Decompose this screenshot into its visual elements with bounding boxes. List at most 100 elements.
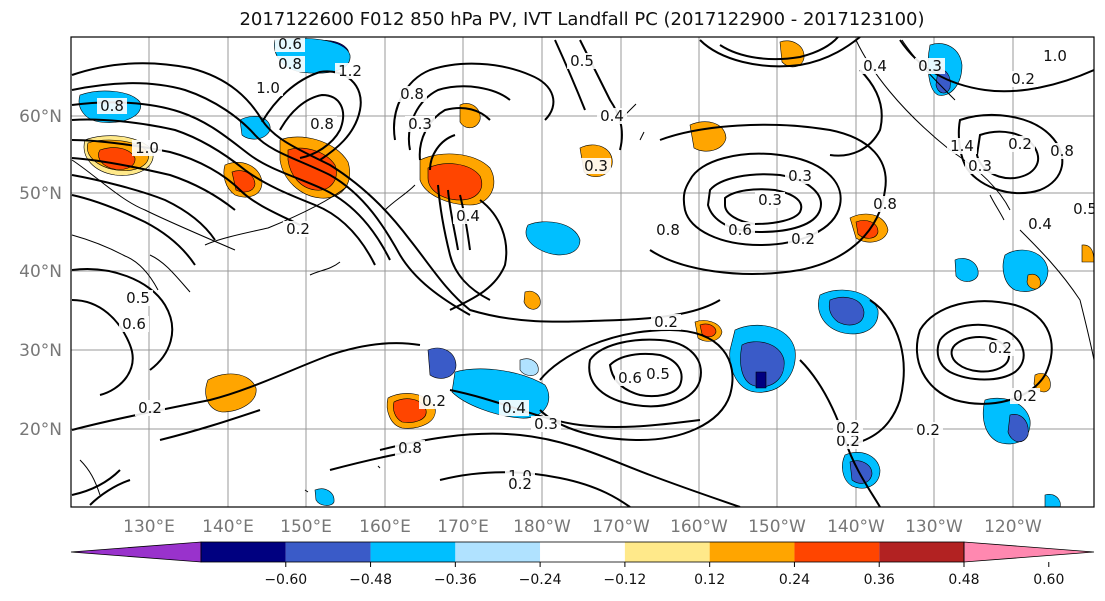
contour-label-background <box>947 138 977 154</box>
longitude-label: 140°E <box>202 517 254 537</box>
contour-label-background <box>135 400 165 416</box>
contour-label: 0.2 <box>791 230 815 248</box>
contour-label: 0.2 <box>508 475 532 493</box>
contour-label-background <box>915 58 945 74</box>
longitude-label: 130°W <box>905 517 963 537</box>
contour-label: 0.6 <box>618 369 642 387</box>
contour-label: 0.6 <box>728 221 752 239</box>
contour-label: 0.6 <box>122 315 146 333</box>
contour-label: 0.4 <box>863 57 887 75</box>
colorbar-bin <box>879 542 964 562</box>
colorbar-bin <box>455 542 541 562</box>
contour-label-background <box>653 222 683 238</box>
colorbar-tick-label: −0.24 <box>519 572 562 588</box>
colorbar-tick-label: −0.48 <box>349 572 392 588</box>
figure-title: 2017122600 F012 850 hPa PV, IVT Landfall… <box>239 9 924 30</box>
map-panel: 1.0 0.8 1.2 0.6 0.8 0.8 1.0 0.2 0.5 0.6 0.3 0.2 0.8 1… <box>19 35 1095 537</box>
colorbar-max-extension <box>963 541 1095 563</box>
contour-label-background <box>253 80 283 96</box>
pv-anomaly-region <box>525 221 581 256</box>
contour-label-background <box>860 58 890 74</box>
longitude-label: 160°E <box>359 517 411 537</box>
contour-label-background <box>307 116 337 132</box>
contour-label-background <box>395 440 425 456</box>
latitude-label: 20°N <box>19 420 62 440</box>
longitude-label: 160°W <box>670 517 728 537</box>
contour-label-background <box>913 422 943 438</box>
contour-label-background <box>1010 388 1040 404</box>
contour-label-background <box>1008 71 1038 87</box>
latitude-labels: 60°N 50°N 40°N 30°N 20°N <box>19 107 62 440</box>
latitude-label: 50°N <box>19 184 62 204</box>
colorbar-frame <box>200 541 965 563</box>
contour-label: 0.2 <box>836 419 860 437</box>
contour-label: 0.4 <box>600 107 624 125</box>
contour-label-background <box>1005 136 1035 152</box>
colorbar-tick-label: 0.24 <box>779 572 810 588</box>
longitude-label: 150°W <box>748 517 806 537</box>
contour-label-background <box>985 340 1015 356</box>
contour-label: 0.3 <box>758 191 782 209</box>
contour-label-background <box>1040 48 1070 64</box>
pv-anomaly-region <box>393 398 427 423</box>
contour-label: 0.8 <box>310 115 334 133</box>
contour-label: 0.2 <box>138 399 162 417</box>
colorbar-tick-label: 0.48 <box>948 572 979 588</box>
colorbar-bin <box>794 542 880 562</box>
pv-anomaly-region <box>523 290 541 310</box>
colorbar-bin <box>624 542 710 562</box>
contour-label-background <box>1025 216 1055 232</box>
pv-anomaly-region <box>519 358 539 376</box>
contour-label-background <box>275 56 305 72</box>
pv-anomaly-region <box>740 341 785 388</box>
longitude-label: 170°E <box>437 517 489 537</box>
contour-label-background <box>97 98 127 114</box>
contour-label: 1.0 <box>1043 47 1067 65</box>
contour-label-background <box>505 476 535 492</box>
longitude-label: 180°W <box>513 517 571 537</box>
contour-label-background <box>335 63 365 79</box>
longitude-label: 170°W <box>592 517 650 537</box>
contour-label-background <box>870 196 900 212</box>
latitude-label: 30°N <box>19 341 62 361</box>
contour-label: 0.2 <box>422 392 446 410</box>
contour-label-background <box>643 366 673 382</box>
contour-label: 0.8 <box>100 97 124 115</box>
pv-anomaly-region <box>427 163 482 201</box>
contour-label: 0.2 <box>988 339 1012 357</box>
contour-label: 0.2 <box>1011 70 1035 88</box>
contour-label: 1.0 <box>135 139 159 157</box>
contour-label: 0.2 <box>654 313 678 331</box>
colorbar-bin <box>370 542 456 562</box>
contour-label: 1.0 <box>256 79 280 97</box>
contour-label: 0.3 <box>534 415 558 433</box>
contour-label-background <box>419 393 449 409</box>
pv-anomaly-region <box>98 147 136 170</box>
contour-label: 0.8 <box>656 221 680 239</box>
colorbar-bin <box>709 542 795 562</box>
contour-label-background <box>567 53 597 69</box>
contour-label: 1.4 <box>950 137 974 155</box>
contour-label: 0.5 <box>570 52 594 70</box>
longitude-label: 140°W <box>827 517 885 537</box>
contour-label: 0.2 <box>916 421 940 439</box>
contour-label-background <box>581 158 611 174</box>
contour-label: 0.8 <box>1050 142 1074 160</box>
colorbar: −0.60 −0.48 −0.36 −0.24 −0.12 0.12 0.24 0.36 0.4… <box>70 541 1095 588</box>
pv-anomaly-region <box>1007 414 1029 443</box>
contour-label: 1.2 <box>338 62 362 80</box>
longitude-labels: 130°E 140°E 150°E 160°E 170°E 180°W 170°W 160°W… <box>123 517 1042 537</box>
contour-label: 0.4 <box>502 399 526 417</box>
colorbar-tick-label: 0.60 <box>1033 572 1064 588</box>
contour-label-background <box>275 37 305 52</box>
contour-label-background <box>1070 201 1094 217</box>
contour-label-background <box>531 416 561 432</box>
longitude-label: 120°W <box>984 517 1042 537</box>
contour-label: 0.2 <box>1013 387 1037 405</box>
longitude-label: 150°E <box>280 517 332 537</box>
contour-label: 0.6 <box>278 35 302 53</box>
pv-anomaly-region <box>1081 244 1094 263</box>
contour-labels: 1.0 0.8 1.2 0.6 0.8 0.8 1.0 0.2 0.5 0.6 0.3 0.2 0.8 1… <box>97 35 1094 493</box>
colorbar-bin <box>540 542 625 562</box>
